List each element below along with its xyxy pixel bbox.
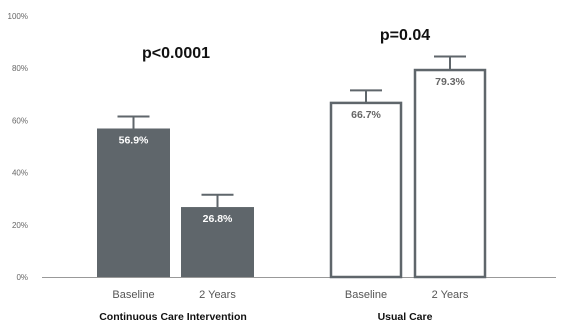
bar [329,101,403,279]
y-tick-label: 80% [12,64,28,73]
x-category-label: 2 Years [432,289,469,301]
y-axis: 0% 20% 40% 60% 80% 100% [8,12,28,282]
p-value-annotation: p<0.0001 [142,45,210,62]
group-label: Usual Care [378,311,433,323]
data-label: 26.8% [203,213,233,225]
labels: 56.9% Baseline 26.8% 2 Years p<0.0001 Continu… [99,27,469,323]
y-tick-label: 100% [8,12,28,21]
data-label: 79.3% [435,76,465,88]
bar [413,68,487,279]
group-label: Continuous Care Intervention [99,311,247,323]
x-category-label: 2 Years [199,289,236,301]
bar [97,128,170,277]
data-label: 56.9% [119,134,149,146]
x-category-label: Baseline [345,289,387,301]
bars [97,55,487,279]
y-tick-label: 60% [12,116,28,125]
bar [181,207,254,277]
data-label: 66.7% [351,109,381,121]
y-tick-label: 0% [16,273,28,282]
y-tick-label: 40% [12,169,28,178]
y-tick-label: 20% [12,221,28,230]
p-value-annotation: p=0.04 [380,27,430,44]
x-category-label: Baseline [112,289,154,301]
